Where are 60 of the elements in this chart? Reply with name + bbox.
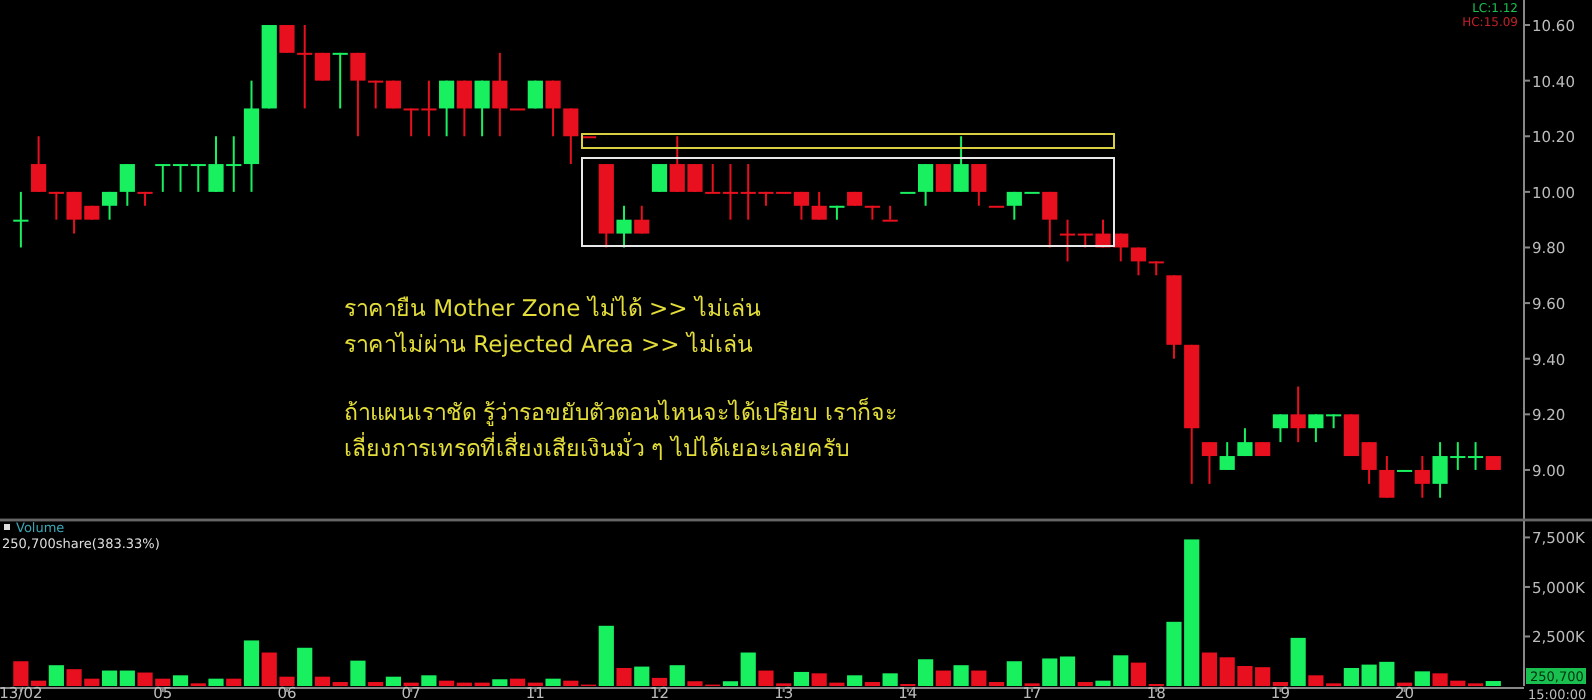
- bar: [669, 665, 685, 686]
- bar: [793, 671, 810, 686]
- candlestick: [1237, 427, 1253, 458]
- bar: [1414, 671, 1430, 686]
- candlestick: [1219, 441, 1235, 471]
- candlestick: [935, 163, 951, 193]
- candlestick: [350, 51, 366, 138]
- candlestick: [971, 163, 987, 207]
- candlestick: [616, 204, 632, 249]
- candlestick: [1130, 246, 1147, 277]
- candlestick: [31, 135, 47, 193]
- bar: [297, 647, 313, 686]
- candlestick: [13, 190, 29, 249]
- candlestick: [439, 79, 455, 138]
- candlestick: [279, 24, 295, 54]
- bar: [918, 659, 934, 686]
- candlestick: [563, 107, 579, 166]
- candlestick: [119, 163, 135, 207]
- candlestick: [492, 51, 508, 138]
- candlestick: [651, 163, 668, 193]
- bar: [616, 667, 632, 686]
- candlestick: [474, 79, 490, 138]
- candlestick: [545, 79, 561, 138]
- bar: [243, 640, 260, 686]
- bar: [1290, 637, 1306, 686]
- candlestick: [1042, 190, 1058, 249]
- bar: [953, 665, 969, 686]
- bar: [421, 675, 437, 686]
- candlestick: [1290, 385, 1306, 444]
- candlestick: [101, 190, 118, 221]
- bar: [598, 625, 614, 686]
- candlestick: [332, 51, 348, 110]
- candlestick: [1272, 413, 1289, 444]
- bar: [492, 679, 508, 686]
- bar: [882, 673, 898, 686]
- candlestick: [456, 79, 472, 138]
- annotation: เลี่ยงการเทรดที่เสี่ยงเสียเงินมั่ว ๆ ไปได้เยอะเลยครับ: [344, 432, 849, 462]
- annotation: ราคาไม่ผ่าน Rejected Area >> ไม่เล่น: [344, 330, 753, 358]
- bar: [847, 675, 863, 686]
- candlestick: [1379, 455, 1395, 499]
- annotation: ราคายืน Mother Zone ไม่ได้ >> ไม่เล่น: [344, 294, 761, 322]
- bar: [48, 665, 64, 686]
- candlestick: [634, 204, 650, 235]
- candlestick: [1201, 441, 1218, 485]
- candlestick: [953, 135, 969, 193]
- bar: [545, 678, 561, 686]
- candlestick: [918, 163, 934, 207]
- bar: [385, 676, 402, 686]
- candlestick: [811, 190, 827, 221]
- bar: [172, 675, 189, 686]
- bar: [208, 678, 224, 686]
- bar: [1006, 661, 1022, 686]
- candlestick: [882, 204, 898, 222]
- bar: [350, 660, 366, 686]
- annotation: ถ้าแผนเราชัด รู้ว่ารอขยับตัวตอนไหนจะได้เปรียบ เราก็จะ: [344, 396, 897, 426]
- candlestick: [1414, 455, 1430, 499]
- bar: [634, 666, 650, 686]
- bar: [226, 678, 242, 686]
- bar: [651, 677, 668, 686]
- bar: [935, 670, 951, 686]
